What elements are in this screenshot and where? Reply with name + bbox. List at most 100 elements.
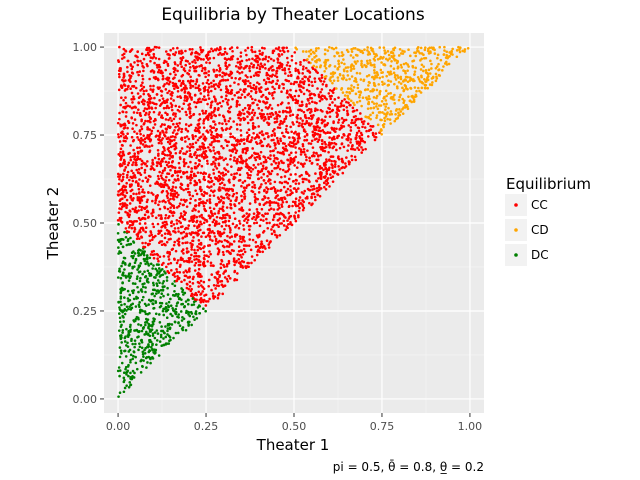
- point-cc: [270, 75, 274, 78]
- point-cc: [170, 224, 173, 228]
- point-cd: [413, 86, 417, 89]
- point-cd: [445, 50, 449, 54]
- point-cc: [255, 152, 258, 156]
- point-cc: [221, 220, 225, 224]
- point-cc: [191, 85, 195, 88]
- point-cc: [314, 107, 317, 111]
- point-cc: [221, 122, 224, 125]
- point-dc: [143, 282, 146, 285]
- point-cc: [169, 102, 173, 105]
- point-dc: [148, 273, 152, 276]
- point-cc: [138, 111, 142, 115]
- point-cc: [178, 166, 181, 170]
- point-cd: [435, 75, 438, 79]
- point-dc: [118, 391, 122, 395]
- point-cc: [274, 201, 278, 205]
- point-cc: [328, 141, 331, 145]
- point-dc: [151, 348, 154, 352]
- point-cc: [217, 197, 221, 201]
- point-dc: [152, 307, 155, 310]
- point-cc: [256, 116, 259, 120]
- point-cc: [157, 134, 161, 138]
- point-dc: [121, 281, 124, 285]
- point-cc: [136, 50, 139, 54]
- point-cc: [140, 205, 144, 209]
- point-cc: [174, 179, 178, 182]
- point-dc: [174, 307, 178, 311]
- point-cc: [294, 219, 298, 223]
- point-cc: [170, 91, 174, 94]
- point-cc: [231, 135, 235, 139]
- point-cc: [253, 186, 257, 189]
- point-cc: [265, 144, 269, 148]
- point-cc: [323, 185, 326, 189]
- point-cc: [267, 134, 270, 138]
- point-cc: [313, 131, 317, 135]
- point-cc: [161, 183, 164, 186]
- point-dc: [132, 319, 135, 322]
- point-dc: [193, 318, 196, 321]
- point-cd: [375, 114, 379, 117]
- point-cc: [320, 88, 324, 91]
- point-cc: [308, 201, 311, 205]
- point-cc: [174, 73, 177, 77]
- point-cc: [148, 110, 151, 114]
- point-cc: [237, 201, 241, 205]
- point-cc: [137, 209, 140, 212]
- point-cc: [264, 132, 268, 135]
- point-cc: [348, 160, 351, 164]
- point-cc: [154, 106, 157, 110]
- point-cc: [188, 48, 192, 51]
- point-cd: [397, 54, 401, 57]
- point-dc: [166, 327, 170, 330]
- point-cc: [136, 155, 140, 158]
- point-dc: [138, 305, 141, 309]
- point-cc: [275, 71, 278, 75]
- point-cc: [302, 129, 306, 133]
- point-dc: [161, 273, 165, 276]
- point-cd: [367, 115, 370, 119]
- point-cc: [237, 239, 241, 243]
- point-cc: [156, 174, 160, 178]
- point-cc: [291, 204, 294, 208]
- point-cd: [351, 89, 355, 92]
- point-cc: [295, 188, 298, 192]
- point-cc: [159, 162, 162, 166]
- point-cc: [260, 240, 263, 244]
- point-cc: [345, 138, 349, 141]
- point-cc: [156, 129, 160, 133]
- point-cc: [217, 292, 221, 295]
- point-cc: [240, 166, 243, 170]
- point-cc: [209, 89, 213, 93]
- point-cd: [347, 97, 351, 101]
- point-cc: [287, 168, 291, 171]
- point-cc: [268, 199, 272, 203]
- point-cd: [373, 71, 376, 75]
- point-cc: [252, 113, 256, 117]
- point-cc: [202, 250, 206, 254]
- point-cc: [137, 73, 140, 77]
- point-cc: [246, 261, 249, 265]
- point-cc: [317, 177, 320, 180]
- point-cc: [194, 82, 197, 86]
- point-cc: [150, 132, 153, 135]
- point-cc: [260, 109, 264, 112]
- point-cc: [222, 209, 225, 213]
- point-cc: [307, 69, 310, 73]
- point-cc: [153, 253, 157, 256]
- point-cc: [222, 115, 226, 119]
- point-cc: [175, 206, 179, 209]
- point-cc: [246, 75, 249, 79]
- point-cc: [199, 228, 202, 232]
- point-cc: [237, 245, 241, 249]
- point-cd: [378, 91, 382, 94]
- point-cc: [226, 234, 229, 238]
- point-cc: [243, 192, 246, 196]
- point-cd: [401, 80, 405, 83]
- point-cc: [197, 163, 201, 166]
- point-cc: [150, 212, 153, 215]
- point-cd: [433, 48, 436, 52]
- point-cc: [184, 211, 187, 215]
- point-cc: [235, 100, 239, 104]
